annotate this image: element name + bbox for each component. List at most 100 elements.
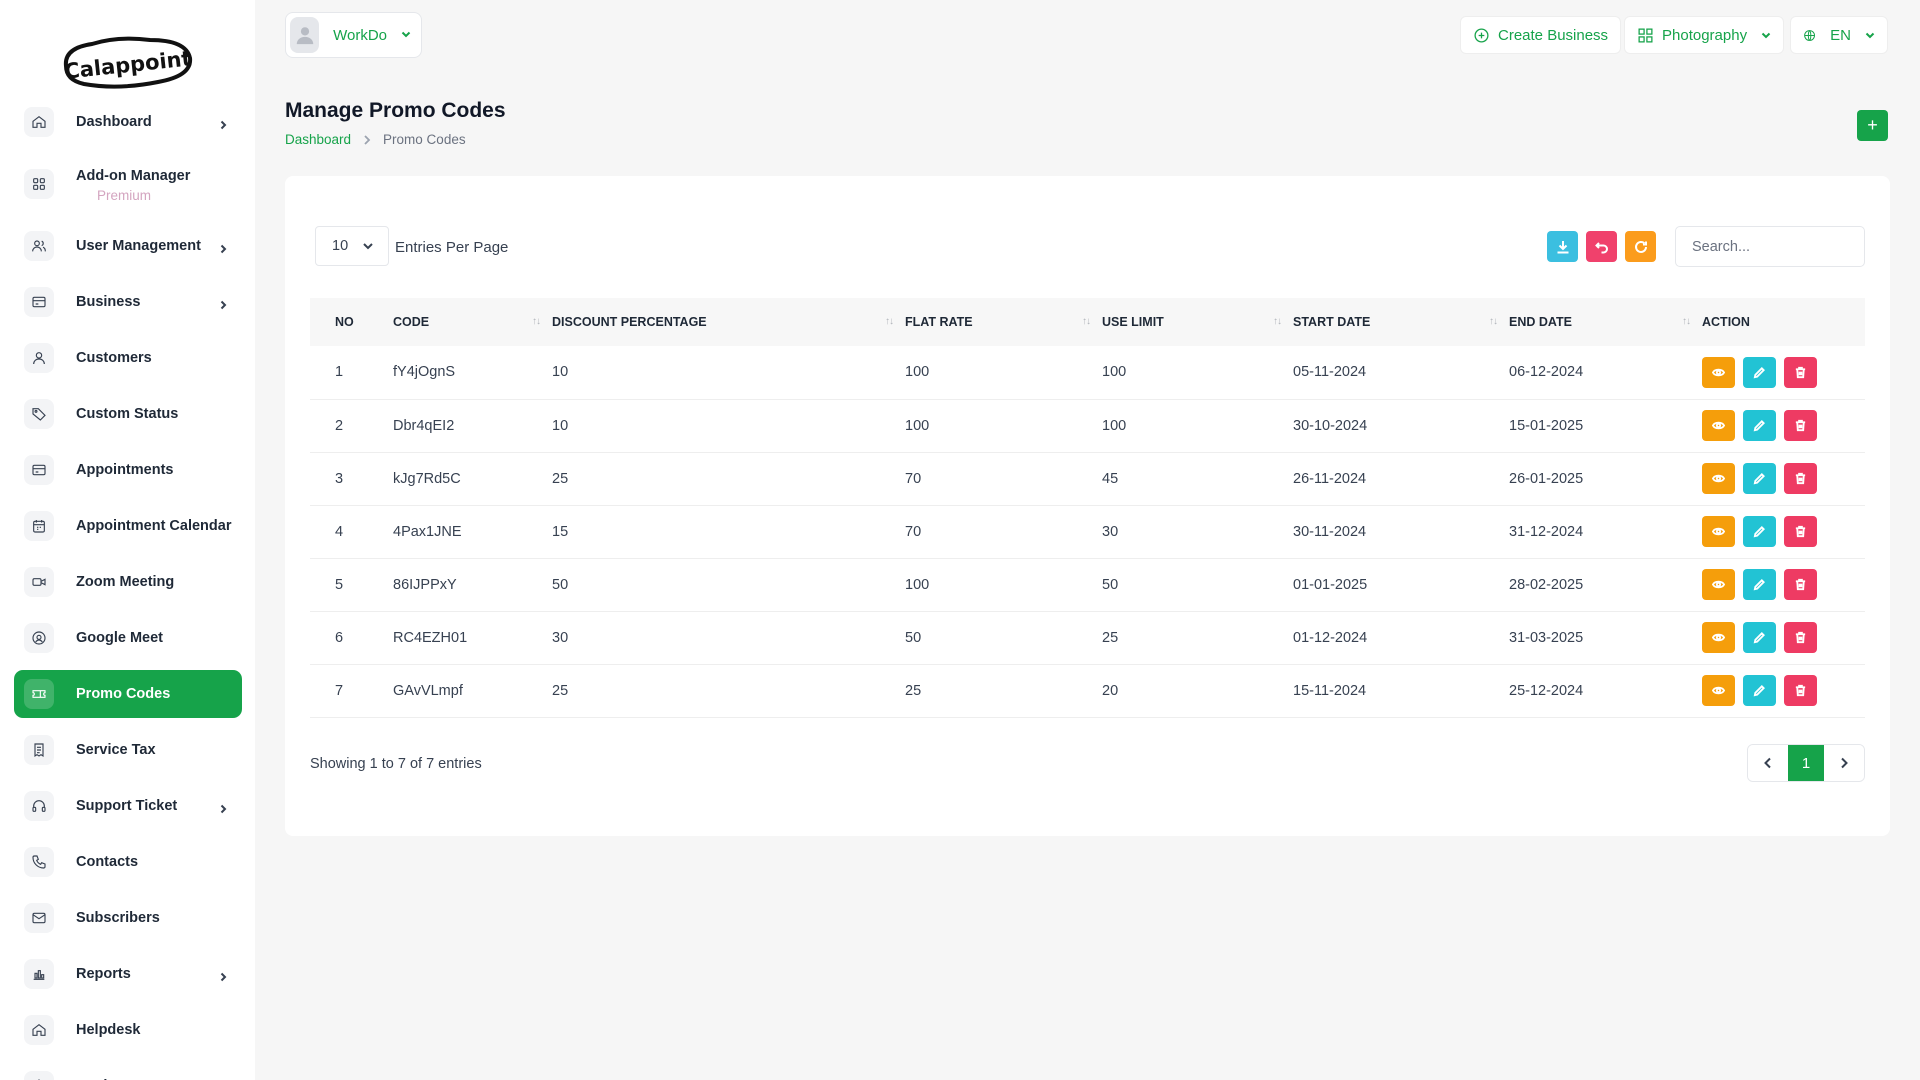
sidebar-item-subscribers[interactable]: Subscribers — [14, 894, 242, 942]
sidebar-item-reports[interactable]: Reports — [14, 950, 242, 998]
pencil-icon — [1753, 526, 1765, 538]
cell-start-date: 15-11-2024 — [1293, 682, 1367, 699]
cell-flat-rate: 50 — [905, 629, 922, 646]
sidebar-item-appointment-calendar[interactable]: Appointment Calendar — [14, 502, 242, 550]
pencil-icon — [1753, 685, 1765, 697]
cell-discount-percentage: 25 — [552, 682, 569, 699]
download-icon — [1557, 240, 1568, 253]
view-button[interactable] — [1702, 569, 1735, 600]
cell-actions — [1702, 399, 1865, 452]
create-business-label: Create Business — [1498, 26, 1609, 44]
workspace-switcher[interactable]: WorkDo — [285, 12, 422, 58]
column-header-end-date[interactable]: END DATE ↑↓ — [1509, 315, 1691, 329]
view-button[interactable] — [1702, 463, 1735, 494]
eye-icon — [1712, 686, 1725, 695]
chart-icon — [24, 959, 54, 989]
column-header-no[interactable]: NO — [335, 315, 354, 329]
column-header-flat-rate[interactable]: FLAT RATE ↑↓ — [905, 315, 1091, 329]
eye-icon — [1712, 421, 1725, 430]
meet-icon — [24, 623, 54, 653]
eye-icon — [1712, 527, 1725, 536]
column-header-use-limit[interactable]: USE LIMIT ↑↓ — [1102, 315, 1282, 329]
chevron-right-icon — [218, 117, 228, 130]
cell-discount-percentage: 10 — [552, 417, 569, 434]
delete-button[interactable] — [1784, 675, 1817, 706]
edit-button[interactable] — [1743, 516, 1776, 547]
view-button[interactable] — [1702, 675, 1735, 706]
logo[interactable]: Calappoint — [58, 26, 202, 96]
chevron-right-icon — [218, 297, 228, 310]
breadcrumb-dashboard-link[interactable]: Dashboard — [285, 132, 352, 147]
entries-summary: Showing 1 to 7 of 7 entries — [310, 756, 482, 772]
sidebar-item-settings[interactable]: Settings — [14, 1062, 242, 1080]
sidebar-item-zoom-meeting[interactable]: Zoom Meeting — [14, 558, 242, 606]
view-button[interactable] — [1702, 356, 1735, 388]
sidebar-item-user-management[interactable]: User Management — [14, 222, 242, 270]
sidebar-item-google-meet[interactable]: Google Meet — [14, 614, 242, 662]
sidebar-item-support-ticket[interactable]: Support Ticket — [14, 782, 242, 830]
table-header-row: NO CODE ↑↓ DISCOUNT PERCENTAGE ↑↓ FLAT RAT… — [310, 298, 1865, 346]
delete-button[interactable] — [1784, 516, 1817, 547]
edit-button[interactable] — [1743, 675, 1776, 706]
sidebar-item-label: Promo Codes — [76, 686, 171, 702]
sidebar-item-promo-codes[interactable]: Promo Codes — [14, 670, 242, 718]
edit-button[interactable] — [1743, 356, 1776, 388]
add-promo-code-button[interactable]: + — [1857, 110, 1888, 141]
column-header-code[interactable]: CODE ↑↓ — [393, 315, 541, 329]
pagination-next-button[interactable] — [1824, 745, 1864, 781]
delete-button[interactable] — [1784, 569, 1817, 600]
view-button[interactable] — [1702, 410, 1735, 441]
edit-button[interactable] — [1743, 569, 1776, 600]
delete-button[interactable] — [1784, 622, 1817, 653]
business-select[interactable]: Photography — [1624, 16, 1785, 54]
sidebar-item-appointments[interactable]: Appointments — [14, 446, 242, 494]
cell-use-limit: 20 — [1102, 682, 1119, 699]
sidebar-item-label: Appointment Calendar — [76, 518, 232, 534]
trash-icon — [1795, 419, 1806, 432]
ticket-icon — [24, 679, 54, 709]
view-button[interactable] — [1702, 622, 1735, 653]
search-input[interactable] — [1675, 226, 1865, 267]
language-select[interactable]: EN — [1790, 16, 1888, 54]
entries-per-page-select[interactable]: 10 — [315, 226, 389, 266]
edit-button[interactable] — [1743, 463, 1776, 494]
pagination-page-1[interactable]: 1 — [1788, 745, 1824, 781]
sidebar-item-contacts[interactable]: Contacts — [14, 838, 242, 886]
column-header-start-date[interactable]: START DATE ↑↓ — [1293, 315, 1498, 329]
delete-button[interactable] — [1784, 463, 1817, 494]
cell-use-limit: 45 — [1102, 470, 1119, 487]
sidebar-item-helpdesk[interactable]: Helpdesk — [14, 1006, 242, 1054]
page-title: Manage Promo Codes — [285, 99, 506, 122]
export-button[interactable] — [1547, 231, 1578, 262]
pagination-prev-button[interactable] — [1748, 745, 1788, 781]
trash-icon — [1795, 366, 1806, 378]
cell-promo-code: 4Pax1JNE — [393, 523, 462, 540]
cell-end-date: 28-02-2025 — [1509, 576, 1584, 593]
create-business-button[interactable]: Create Business — [1460, 16, 1622, 54]
cell-actions — [1702, 558, 1865, 611]
pencil-icon — [1753, 366, 1765, 379]
breadcrumb-current: Promo Codes — [383, 132, 466, 147]
column-header-discount-percentage[interactable]: DISCOUNT PERCENTAGE ↑↓ — [552, 315, 894, 329]
business-select-label: Photography — [1662, 26, 1748, 44]
sidebar-item-customers[interactable]: Customers — [14, 334, 242, 382]
promo-codes-card: 10 Entries Per Page NO CODE↑↓ DISCOUNT P… — [285, 176, 1890, 836]
sidebar-item-custom-status[interactable]: Custom Status — [14, 390, 242, 438]
cell-row-no: 6 — [335, 629, 344, 646]
sidebar-item-add-on-manager[interactable]: Add-on Manager Premium — [14, 154, 242, 214]
edit-button[interactable] — [1743, 410, 1776, 441]
reset-button[interactable] — [1586, 231, 1617, 262]
sidebar-item-service-tax[interactable]: Service Tax — [14, 726, 242, 774]
sidebar-item-dashboard[interactable]: Dashboard — [14, 98, 242, 146]
delete-button[interactable] — [1784, 410, 1817, 441]
sidebar-item-label: Business — [76, 294, 141, 310]
entries-per-page-label: Entries Per Page — [395, 239, 509, 256]
delete-button[interactable] — [1784, 356, 1817, 388]
sort-icon: ↑↓ — [1682, 316, 1691, 327]
edit-button[interactable] — [1743, 622, 1776, 653]
sidebar-item-business[interactable]: Business — [14, 278, 242, 326]
pagination: 1 — [1747, 744, 1865, 782]
refresh-button[interactable] — [1625, 231, 1656, 262]
chevron-left-icon — [1764, 757, 1771, 769]
view-button[interactable] — [1702, 516, 1735, 547]
